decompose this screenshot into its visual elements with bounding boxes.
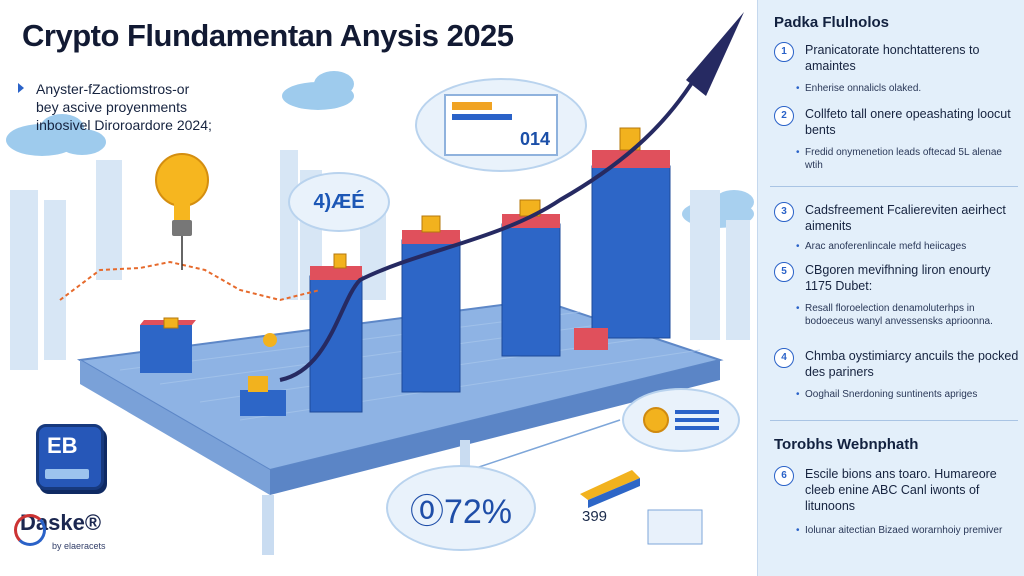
item-title: Pranicatorate honchtatterens to amaintes bbox=[805, 43, 980, 73]
building-icon bbox=[647, 509, 703, 545]
coin-icon bbox=[643, 407, 669, 433]
sidebar: Padka Flulnolos 1 Pranicatorate honchtat… bbox=[757, 0, 1024, 576]
metric-bubble: 4)ÆÉ bbox=[288, 172, 390, 232]
intro-text: Anyster-fZactiomstros-or bey ascive proy… bbox=[18, 80, 212, 134]
divider bbox=[770, 186, 1018, 187]
dashboard-screen-icon: 014 bbox=[444, 94, 558, 156]
dashboard-bubble: 014 bbox=[415, 78, 587, 172]
bar-3 bbox=[401, 230, 461, 393]
small-number-label: 399 bbox=[582, 508, 608, 525]
item-subtext: Enherise onnalicls olaked. bbox=[796, 82, 1020, 95]
item-subtext: Resall floroelection denamoluterhps in b… bbox=[796, 302, 1020, 328]
number-badge: 4 bbox=[774, 348, 794, 368]
cloud-top-right bbox=[282, 71, 354, 110]
growth-arrow bbox=[279, 68, 702, 382]
small-props bbox=[240, 328, 608, 416]
divider bbox=[770, 420, 1018, 421]
mini-bar-icon bbox=[580, 470, 640, 508]
intro-line: Anyster-fZactiomstros-or bbox=[36, 81, 190, 97]
number-badge: 5 bbox=[774, 262, 794, 282]
item-subtext: Iolunar aitectian Bizaed worarnhoiy prem… bbox=[796, 524, 1020, 537]
intro-line: inbosivel Diroroardore 2024; bbox=[36, 117, 212, 133]
item-subtext: Ooghail Snerdoning suntinents apriges bbox=[796, 388, 1020, 401]
intro-line: bey ascive proyenments bbox=[36, 99, 187, 115]
page-title: Crypto Flundamentan Anysis 2025 bbox=[22, 18, 514, 53]
orange-trend-line bbox=[59, 260, 321, 302]
coin-bubble bbox=[622, 388, 740, 452]
item-subtext: Fredid onymenetion leads oftecad 5L alen… bbox=[796, 146, 1020, 172]
number-badge: 6 bbox=[774, 466, 794, 486]
dashboard-value: 014 bbox=[519, 129, 550, 149]
item-subtext: Arac anoferenlincale mefd heiicages bbox=[796, 240, 1020, 253]
eb-logo-text: EB bbox=[47, 433, 78, 458]
number-badge: 3 bbox=[774, 202, 794, 222]
metric-bubble-value: 4)ÆÉ bbox=[313, 190, 365, 213]
brand-logo: Daske® bbox=[14, 510, 101, 546]
lines-icon bbox=[675, 406, 719, 434]
item-title: Chmba oystimiarcy ancuils the pocked des… bbox=[805, 349, 1019, 379]
arrow-head-icon bbox=[686, 12, 744, 96]
trophy-icon bbox=[163, 127, 641, 329]
percent-bubble: ⓪72% bbox=[386, 465, 536, 551]
bullet-arrow-icon bbox=[18, 83, 24, 93]
number-badge: 2 bbox=[774, 106, 794, 126]
infographic-main: Crypto Flundamentan Anysis 2025 Anyster-… bbox=[6, 12, 754, 555]
bar-4 bbox=[501, 214, 561, 357]
sidebar-heading: Padka Flulnolos bbox=[774, 14, 890, 31]
brand-tagline: by elaeracets bbox=[52, 541, 106, 551]
eb-logo-icon: EB bbox=[36, 424, 104, 490]
brand-swirl-icon bbox=[14, 514, 46, 546]
sidebar-heading-bottom: Torobhs Webnphath bbox=[774, 436, 919, 453]
item-title: Cadsfreement Fcaliereviten aeirhect aime… bbox=[805, 203, 1006, 233]
bar-5 bbox=[591, 150, 671, 339]
cloud-left bbox=[6, 114, 106, 156]
percent-value: ⓪72% bbox=[409, 492, 513, 531]
lightbulb-icon bbox=[155, 153, 209, 270]
item-title: Collfeto tall onere opeashating loocut b… bbox=[805, 107, 1011, 137]
number-badge: 1 bbox=[774, 42, 794, 62]
item-title: CBgoren mevifhning liron enourty 1175 Du… bbox=[805, 263, 991, 293]
bar-2 bbox=[309, 266, 363, 413]
item-title: Escile bions ans toaro. Humareore cleeb … bbox=[805, 467, 997, 513]
